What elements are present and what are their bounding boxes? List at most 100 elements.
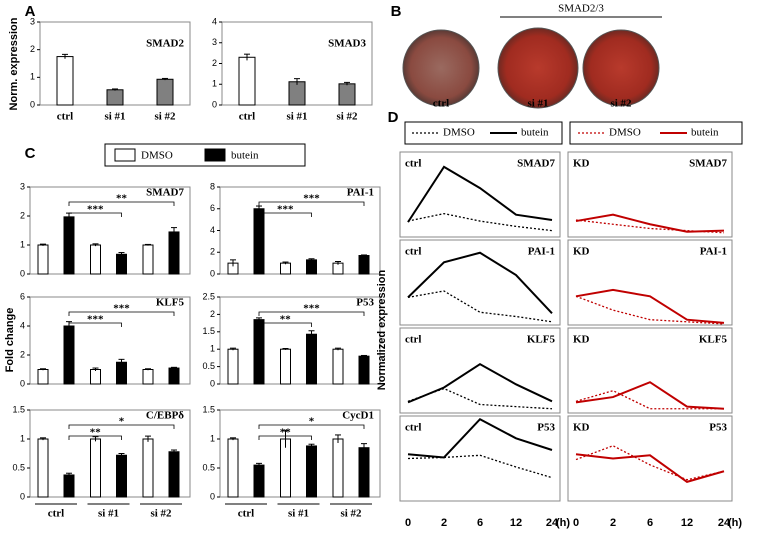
plot-title: CycD1 bbox=[342, 410, 374, 422]
plot-title: P53 bbox=[709, 422, 727, 434]
significance-label: ** bbox=[280, 314, 292, 326]
x-tick-label: si #1 bbox=[104, 111, 125, 123]
bar bbox=[168, 451, 180, 498]
plot-title: P53 bbox=[356, 297, 374, 309]
y-tick-label: 1 bbox=[20, 433, 25, 443]
panel-label: B bbox=[391, 3, 402, 20]
y-tick-label: 0.5 bbox=[12, 462, 25, 472]
bar bbox=[37, 438, 49, 498]
significance-label: ** bbox=[116, 193, 128, 205]
plot-frame bbox=[219, 186, 381, 275]
legend-box bbox=[104, 143, 306, 167]
bar bbox=[37, 244, 49, 275]
bar bbox=[332, 438, 344, 498]
group-label: KD bbox=[573, 158, 590, 170]
plot-frame bbox=[567, 239, 733, 326]
x-tick-label: 6 bbox=[647, 517, 653, 529]
bar bbox=[168, 367, 180, 385]
plot-frame bbox=[399, 327, 561, 414]
significance-label: *** bbox=[87, 314, 104, 326]
significance-label: * bbox=[309, 416, 315, 428]
bar bbox=[253, 208, 265, 275]
series-line bbox=[407, 454, 553, 479]
plate-image bbox=[497, 27, 579, 109]
significance-label: ** bbox=[280, 427, 292, 439]
plot-title: PAI-1 bbox=[700, 246, 727, 258]
x-tick-label: si #2 bbox=[154, 111, 176, 123]
x-axis-label: (h) bbox=[728, 517, 742, 529]
bar bbox=[63, 325, 75, 385]
group-label: ctrl bbox=[405, 246, 421, 258]
legend-box bbox=[404, 121, 563, 145]
x-tick-label: si #1 bbox=[98, 508, 119, 520]
bar bbox=[156, 78, 174, 106]
y-tick-label: 0.5 bbox=[202, 361, 215, 371]
bar bbox=[56, 56, 74, 106]
plot-title: PAI-1 bbox=[528, 246, 555, 258]
y-tick-label: 0 bbox=[210, 268, 215, 278]
y-tick-label: 4 bbox=[20, 320, 25, 330]
series-line bbox=[575, 295, 725, 325]
plate-label: si #1 bbox=[527, 98, 548, 110]
series-line bbox=[407, 212, 553, 232]
bar bbox=[142, 369, 154, 385]
legend-label: butein bbox=[521, 127, 549, 139]
y-tick-label: 1 bbox=[212, 79, 217, 89]
panel-label: D bbox=[388, 109, 399, 126]
y-tick-label: 2 bbox=[30, 44, 35, 54]
bar bbox=[116, 253, 127, 275]
bar bbox=[116, 361, 127, 385]
legend-swatch bbox=[204, 148, 226, 162]
y-tick-label: 6 bbox=[210, 203, 215, 213]
x-tick-label: 12 bbox=[681, 517, 693, 529]
series-line bbox=[407, 165, 553, 223]
plot-title: PAI-1 bbox=[347, 187, 374, 199]
series-line bbox=[575, 381, 725, 410]
x-tick-label: si #2 bbox=[336, 111, 358, 123]
plot-frame bbox=[29, 296, 191, 385]
bar bbox=[238, 56, 256, 106]
significance-bracket bbox=[68, 311, 175, 316]
group-label: KD bbox=[573, 422, 590, 434]
plot-frame bbox=[219, 296, 381, 385]
significance-label: * bbox=[119, 416, 125, 428]
significance-label: *** bbox=[113, 303, 130, 315]
bar bbox=[358, 355, 370, 385]
bar bbox=[306, 333, 317, 385]
series-line bbox=[575, 453, 725, 483]
plate-label: ctrl bbox=[433, 98, 449, 110]
group-label: SMAD2/3 bbox=[558, 3, 604, 15]
bar bbox=[338, 83, 356, 106]
legend-label: butein bbox=[691, 127, 719, 139]
bar bbox=[63, 216, 75, 275]
y-tick-label: 2.5 bbox=[202, 291, 215, 301]
bar bbox=[306, 259, 317, 275]
significance-label: *** bbox=[277, 204, 294, 216]
group-label: ctrl bbox=[405, 422, 421, 434]
significance-label: ** bbox=[90, 427, 102, 439]
significance-bracket bbox=[68, 322, 122, 327]
y-tick-label: 2 bbox=[20, 349, 25, 359]
plot-title: SMAD7 bbox=[146, 187, 184, 199]
y-tick-label: 1 bbox=[210, 433, 215, 443]
plot-frame bbox=[399, 151, 561, 238]
group-label: ctrl bbox=[405, 158, 421, 170]
bar bbox=[253, 319, 265, 385]
y-axis-label: Fold change bbox=[4, 308, 16, 373]
y-tick-label: 1.5 bbox=[12, 404, 25, 414]
plot-frame bbox=[567, 415, 733, 502]
y-tick-label: 0 bbox=[212, 99, 217, 109]
significance-bracket bbox=[258, 424, 365, 429]
bar bbox=[37, 369, 49, 385]
y-tick-label: 2 bbox=[210, 309, 215, 319]
bar bbox=[288, 81, 306, 106]
bar bbox=[227, 438, 239, 498]
bar bbox=[280, 262, 291, 275]
y-tick-label: 2 bbox=[210, 247, 215, 257]
bar bbox=[106, 89, 124, 106]
plot-title: KLF5 bbox=[699, 334, 728, 346]
x-tick-label: si #1 bbox=[286, 111, 307, 123]
legend-swatch bbox=[114, 148, 136, 162]
significance-label: *** bbox=[303, 193, 320, 205]
plate-image bbox=[582, 29, 660, 107]
